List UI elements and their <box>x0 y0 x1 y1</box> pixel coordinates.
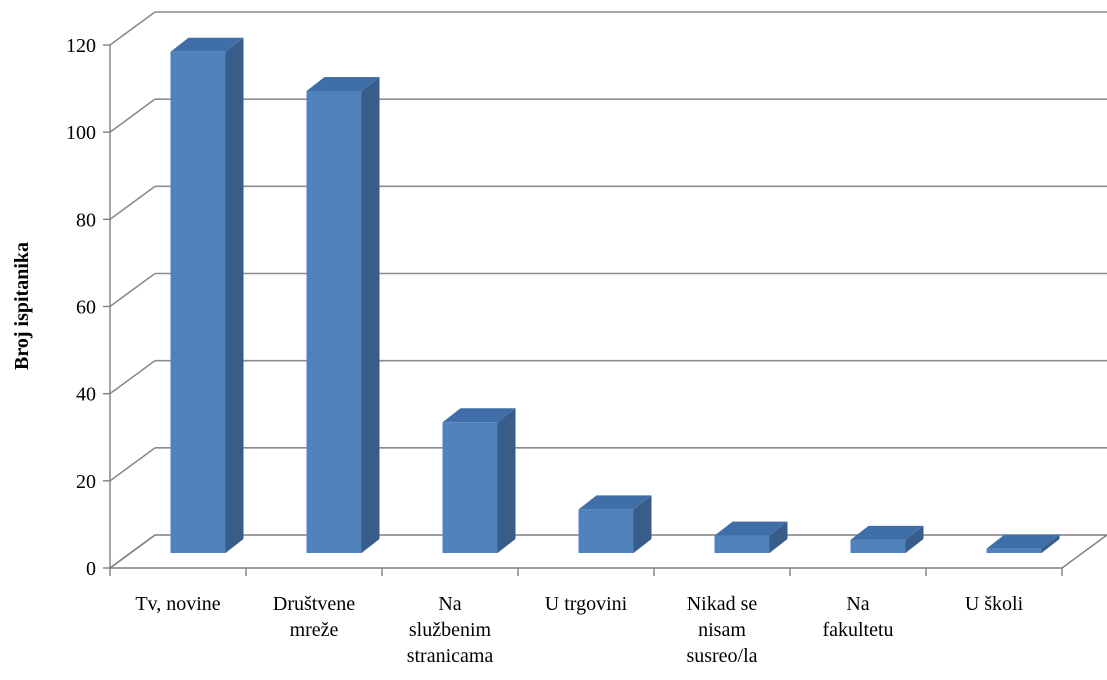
bar-side <box>497 408 516 553</box>
x-tick-label: Na fakultetu <box>822 593 893 641</box>
bar <box>306 91 362 554</box>
bar <box>850 539 906 553</box>
gridline-diagonal <box>109 447 156 482</box>
gridlines <box>109 11 1107 569</box>
bar-top <box>442 408 516 423</box>
bar-side <box>225 37 244 553</box>
bar-group <box>306 77 380 554</box>
bar-side <box>769 521 788 553</box>
x-tick-label: U školi <box>965 593 1024 615</box>
gridline-diagonal <box>109 360 156 395</box>
x-tick-label: Nikad se nisam susreo/la <box>686 593 757 667</box>
bar-group <box>578 495 652 553</box>
gridline-diagonal <box>109 11 156 46</box>
bar <box>986 548 1042 553</box>
bar-group <box>714 521 788 553</box>
x-tick-label: Na službenim stranicama <box>407 593 494 667</box>
gridline-diagonal <box>109 185 156 220</box>
bar-side <box>1041 534 1060 553</box>
gridline-diagonal <box>109 98 156 133</box>
bar-top <box>714 521 788 536</box>
bar-top <box>170 37 244 52</box>
bars <box>170 37 1060 554</box>
bar <box>442 422 498 553</box>
bar-group <box>442 408 516 553</box>
y-tick-label: 40 <box>76 384 96 406</box>
y-tick-label: 100 <box>66 122 96 144</box>
bar-side <box>633 495 652 553</box>
bar <box>714 535 770 553</box>
bar-side <box>905 525 924 553</box>
x-tick-label: Društvene mreže <box>273 593 355 641</box>
bar-group <box>986 534 1060 553</box>
bar <box>170 51 226 554</box>
y-tick-label: 120 <box>66 35 96 57</box>
y-tick-label: 0 <box>86 558 96 580</box>
x-tick-label: U trgovini <box>545 593 628 615</box>
bar-top <box>578 495 652 510</box>
y-tick-label: 80 <box>76 209 96 231</box>
y-tick-label: 60 <box>76 297 96 319</box>
bar-top <box>306 77 380 92</box>
y-axis-label: Broj ispitanika <box>11 242 33 370</box>
bar-group <box>170 37 244 554</box>
bar-side <box>361 77 380 554</box>
bar-top <box>986 534 1060 549</box>
bar-group <box>850 525 924 553</box>
bar <box>578 509 634 553</box>
y-tick-label: 20 <box>76 471 96 493</box>
bar-top <box>850 525 924 540</box>
labels: 0 20 40 60 80 100 120 Tv, novine Društvene mreže N… <box>66 35 1024 667</box>
x-tick-label: Tv, novine <box>135 593 220 615</box>
gridline-diagonal <box>109 272 156 308</box>
